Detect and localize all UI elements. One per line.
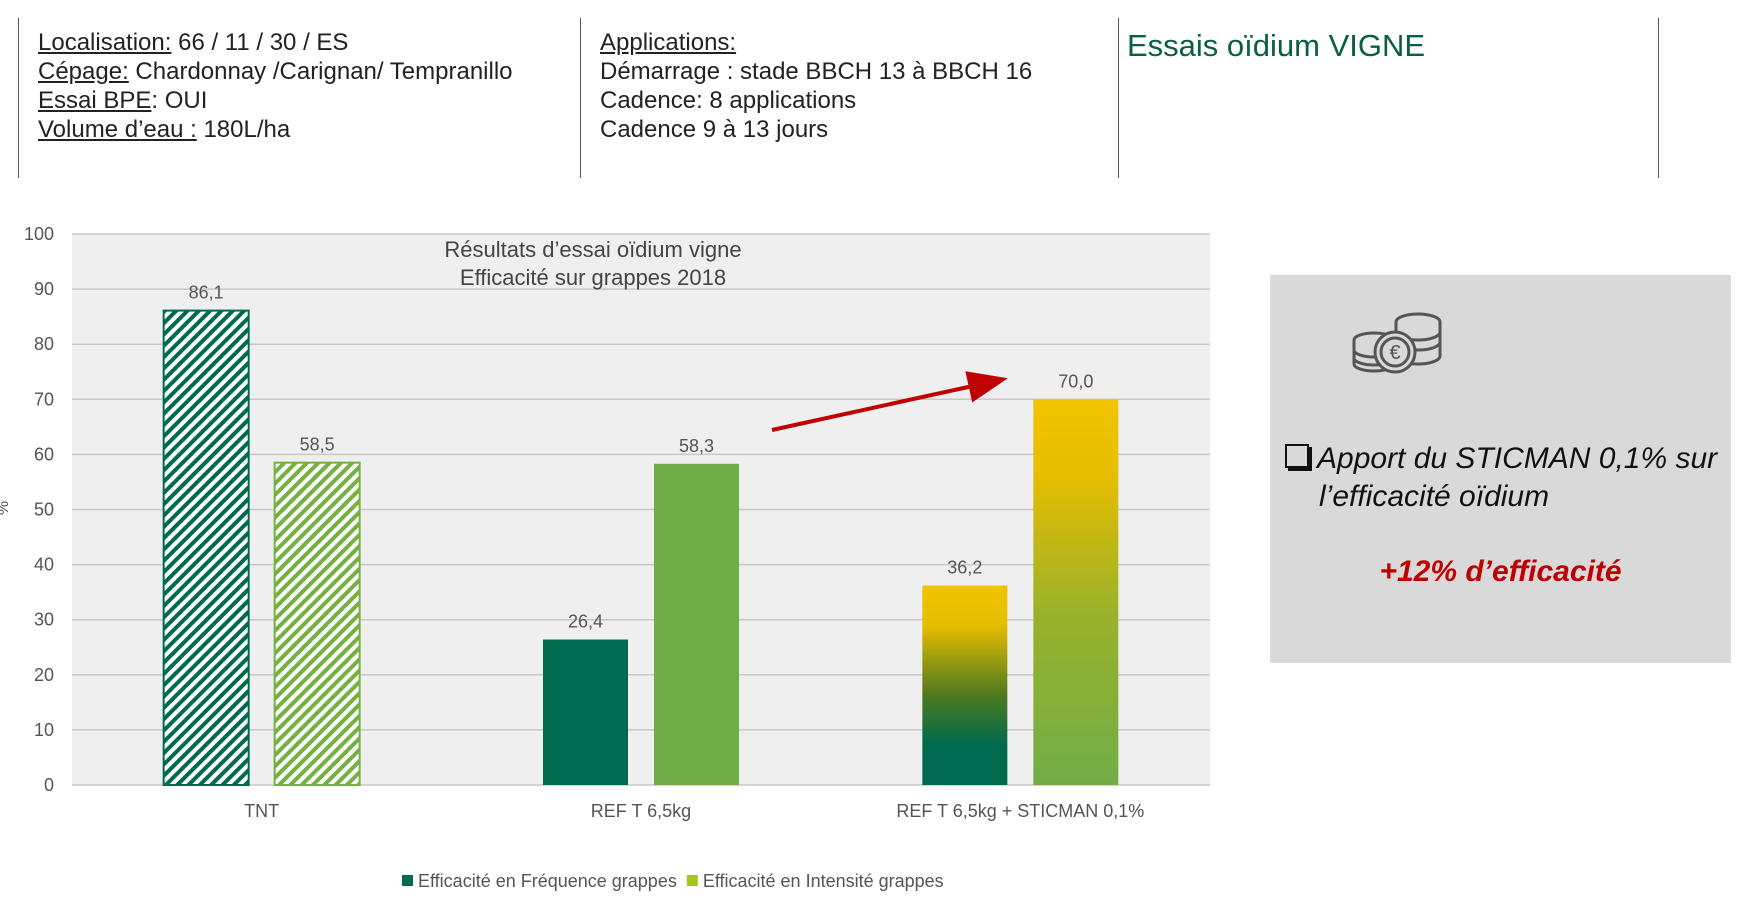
bar	[273, 461, 361, 786]
bar	[654, 463, 739, 785]
info-label: Cépage:	[38, 58, 129, 85]
legend-swatch	[686, 875, 698, 886]
legend: Efficacité en Fréquence grappes Efficacit…	[402, 871, 944, 891]
x-tick-label: TNT	[244, 801, 279, 821]
applications-label: Applications:	[600, 29, 737, 56]
divider-3	[1118, 18, 1119, 178]
bar	[162, 309, 250, 787]
info-row-cepage: Cépage: Chardonnay /Carignan/ Tempranill…	[38, 57, 513, 86]
y-tick-label: 100	[24, 224, 54, 244]
y-axis-label: %	[0, 501, 12, 515]
chart-subtitle: Efficacité sur grappes 2018	[460, 265, 726, 290]
checkbox-bullet-icon	[1285, 444, 1309, 468]
legend-swatch	[402, 875, 413, 886]
y-tick-label: 50	[34, 500, 54, 520]
divider-1	[18, 18, 19, 178]
info-value: Chardonnay /Carignan/ Tempranillo	[128, 58, 513, 85]
y-tick-label: 20	[34, 665, 54, 685]
y-tick-label: 10	[34, 720, 54, 740]
info-row-volume: Volume d’eau : 180L/ha	[38, 115, 513, 144]
y-tick-label: 70	[34, 389, 54, 409]
data-label: 26,4	[568, 612, 603, 632]
bar-chart: 0 10 20 30 40 50 60 70 80 90 100 86,1 58,5 26,4 58,3 3…	[0, 224, 1210, 891]
x-tick-label: REF T 6,5kg + STICMAN 0,1%	[896, 801, 1144, 821]
side-panel-line: l’efficacité oïdium	[1319, 480, 1550, 513]
info-value: : OUI	[151, 87, 208, 114]
y-tick-label: 60	[34, 444, 54, 464]
y-tick-label: 40	[34, 555, 54, 575]
page-title: Essais oïdium VIGNE	[1127, 28, 1426, 63]
chart-title: Résultats d’essai oïdium vigne	[444, 237, 741, 262]
bar	[1033, 399, 1119, 785]
side-panel-line: Apport du STICMAN 0,1% sur	[1317, 442, 1718, 475]
applications-line: Cadence: 8 applications	[600, 87, 857, 114]
side-panel	[1270, 275, 1731, 663]
svg-text:€: €	[1389, 342, 1400, 364]
y-tick-label: 0	[44, 775, 54, 795]
y-tick-label: 90	[34, 279, 54, 299]
data-label: 70,0	[1058, 371, 1093, 391]
legend-label: Efficacité en Fréquence grappes	[418, 871, 677, 891]
divider-2	[580, 18, 581, 178]
data-label: 86,1	[189, 283, 224, 303]
divider-4	[1658, 18, 1659, 178]
euro-coins-icon: €	[1352, 312, 1442, 374]
x-tick-label: REF T 6,5kg	[591, 801, 691, 821]
side-panel-text: Apport du STICMAN 0,1% sur l’efficacité …	[1285, 440, 1735, 516]
trial-info: Localisation: 66 / 11 / 30 / ES Cépage: …	[38, 28, 513, 144]
trend-arrow	[771, 371, 1008, 432]
applications-line: Démarrage : stade BBCH 13 à BBCH 16	[600, 58, 1033, 85]
y-tick-label: 30	[34, 610, 54, 630]
info-label: Volume d’eau :	[38, 116, 197, 143]
applications-info: Applications: Démarrage : stade BBCH 13 …	[600, 28, 1032, 144]
info-value: 180L/ha	[196, 116, 291, 143]
legend-label: Efficacité en Intensité grappes	[703, 871, 944, 891]
info-label: Localisation:	[38, 29, 172, 56]
info-row-localisation: Localisation: 66 / 11 / 30 / ES	[38, 28, 513, 57]
data-label: 36,2	[947, 558, 982, 578]
y-tick-label: 80	[34, 334, 54, 354]
data-label: 58,5	[300, 435, 335, 455]
applications-line: Cadence 9 à 13 jours	[600, 116, 829, 143]
info-label: Essai BPE	[38, 87, 152, 114]
info-row-essai-bpe: Essai BPE: OUI	[38, 86, 513, 115]
info-value: 66 / 11 / 30 / ES	[171, 29, 349, 56]
bar	[543, 639, 628, 785]
efficacy-gain: +12% d’efficacité	[1379, 555, 1622, 588]
bar	[922, 585, 1008, 785]
data-label: 58,3	[679, 436, 714, 456]
